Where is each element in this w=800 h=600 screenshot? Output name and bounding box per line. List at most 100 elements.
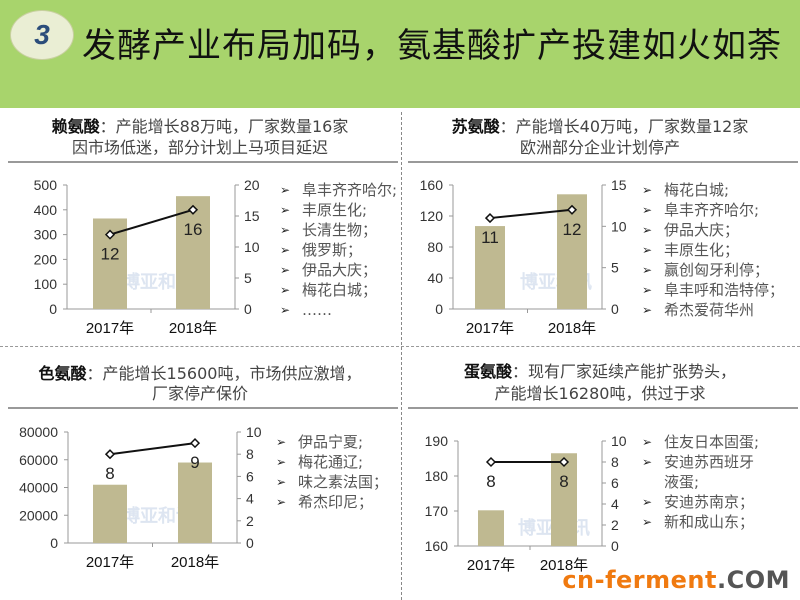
arrow-bullet-icon: ➢ xyxy=(280,283,291,297)
right-tick-label: 10 xyxy=(244,239,260,255)
right-tick-label: 10 xyxy=(246,424,262,440)
company-name: 味之素法国； xyxy=(298,473,389,491)
company-list: ➢ 住友日本固蛋; ➢ 安迪苏西班牙 液蛋; ➢ 安迪苏南京； ➢ 新和成山东； xyxy=(642,432,759,532)
company-name: 伊品大庆； xyxy=(302,261,378,279)
panel-heading-line1: 苏氨酸：产能增长40万吨，厂家数量12家 xyxy=(400,116,800,137)
x-tick-label: 2018年 xyxy=(169,320,217,337)
bar xyxy=(93,484,127,543)
left-tick-label: 180 xyxy=(425,468,449,484)
right-tick-label: 10 xyxy=(611,218,627,234)
panel-heading-line1: 赖氨酸：产能增长88万吨，厂家数量16家 xyxy=(0,116,400,137)
line-marker xyxy=(104,229,116,240)
left-tick-label: 0 xyxy=(435,301,443,317)
company-list-item: ➢ 赢创匈牙利停； xyxy=(642,260,784,280)
panel-lysine: 赖氨酸：产能增长88万吨，厂家数量16家 因市场低迷，部分计划上马项目延迟 ➢ 阜… xyxy=(0,112,400,346)
right-tick-label: 4 xyxy=(246,491,254,507)
slide-title: 发酵产业布局加码，氨基酸扩产投建如火如荼 xyxy=(82,26,782,66)
heading-separator xyxy=(408,161,798,163)
right-tick-label: 10 xyxy=(611,433,627,449)
arrow-bullet-icon: ➢ xyxy=(642,455,653,469)
left-tick-label: 500 xyxy=(34,177,58,193)
company-list-item: ➢ 味之素法国； xyxy=(276,472,388,492)
panel-heading-line2: 欧洲部分企业计划停产 xyxy=(519,138,680,157)
right-tick-label: 6 xyxy=(246,468,254,484)
left-tick-label: 400 xyxy=(34,202,58,218)
data-label: 8 xyxy=(559,472,568,491)
right-tick-label: 2 xyxy=(246,513,254,529)
company-list-item: 液蛋; xyxy=(642,472,759,492)
company-name: 丰原生化; xyxy=(302,201,368,219)
company-name: 俄罗斯； xyxy=(302,241,363,259)
company-name: 长清生物； xyxy=(302,221,378,239)
panel-heading-line2: 产能增长16280吨，供过于求 xyxy=(494,384,706,403)
left-tick-label: 40 xyxy=(427,270,443,286)
left-tick-label: 160 xyxy=(420,177,444,193)
company-list-item: ➢ 伊品大庆； xyxy=(280,260,397,280)
left-tick-label: 160 xyxy=(425,538,449,554)
right-tick-label: 0 xyxy=(611,301,619,317)
section-number-badge: 3 xyxy=(10,10,74,60)
company-list-item: ➢ 梅花通辽; xyxy=(276,452,388,472)
arrow-bullet-icon: ➢ xyxy=(276,475,287,489)
company-name: 阜丰齐齐哈尔; xyxy=(302,181,398,199)
left-tick-label: 20000 xyxy=(19,507,58,523)
panel-methionine: 蛋氨酸：现有厂家延续产能扩张势头， 产能增长16280吨，供过于求 ➢ 住友日本固… xyxy=(400,358,800,592)
company-list: ➢ 梅花白城; ➢ 阜丰齐齐哈尔; ➢ 伊品大庆； ➢ 丰原生化； ➢ 赢创匈牙利停； ➢ 阜丰呼和浩… xyxy=(642,180,784,320)
arrow-bullet-icon: ➢ xyxy=(642,303,653,317)
left-tick-label: 80000 xyxy=(19,424,58,440)
heading-separator xyxy=(8,407,398,409)
company-list-item: ➢ 阜丰呼和浩特停； xyxy=(642,280,784,300)
logo-suffix: .COM xyxy=(716,566,790,594)
company-list-item: ➢ 伊品宁夏; xyxy=(276,432,388,452)
line-series xyxy=(109,208,194,236)
company-name: 液蛋; xyxy=(664,473,700,491)
vertical-divider xyxy=(401,112,402,600)
left-tick-label: 100 xyxy=(34,276,58,292)
right-tick-label: 0 xyxy=(611,538,619,554)
line-marker xyxy=(566,204,578,215)
company-list-item: ➢ …… xyxy=(280,300,397,320)
arrow-bullet-icon: ➢ xyxy=(276,435,287,449)
line-series xyxy=(489,208,573,220)
bar xyxy=(478,510,504,546)
data-label: 11 xyxy=(481,228,499,247)
heading-text: ：现有厂家延续产能扩张势头， xyxy=(512,362,737,381)
heading-text: ：产能增长88万吨，厂家数量16家 xyxy=(99,117,349,136)
left-tick-label: 120 xyxy=(420,208,444,224)
logo-main: cn-ferment xyxy=(562,566,717,594)
arrow-bullet-icon: ➢ xyxy=(280,263,291,277)
company-list-item: ➢ 阜丰齐齐哈尔; xyxy=(642,200,784,220)
company-name: 住友日本固蛋; xyxy=(664,433,760,451)
arrow-bullet-icon: ➢ xyxy=(642,183,653,197)
left-tick-label: 60000 xyxy=(19,452,58,468)
company-list-item: ➢ 丰原生化； xyxy=(642,240,784,260)
company-name: 梅花白城； xyxy=(302,281,378,299)
heading-text: ：产能增长15600吨，市场供应激增， xyxy=(86,364,362,383)
arrow-bullet-icon: ➢ xyxy=(280,223,291,237)
amino-acid-name: 色氨酸 xyxy=(38,364,87,383)
line-marker xyxy=(187,204,199,215)
arrow-bullet-icon: ➢ xyxy=(642,203,653,217)
data-label: 16 xyxy=(184,220,203,239)
panel-heading-line2: 厂家停产保价 xyxy=(151,384,248,403)
right-tick-label: 15 xyxy=(244,208,260,224)
left-tick-label: 40000 xyxy=(19,480,58,496)
arrow-bullet-icon: ➢ xyxy=(276,495,287,509)
x-tick-label: 2018年 xyxy=(548,320,596,337)
right-tick-label: 5 xyxy=(611,260,619,276)
right-tick-label: 8 xyxy=(246,446,254,462)
bar xyxy=(178,462,212,543)
line-marker xyxy=(558,456,570,468)
bar xyxy=(475,226,505,309)
company-list-item: ➢ 新和成山东； xyxy=(642,512,759,532)
amino-acid-name: 蛋氨酸 xyxy=(463,362,512,381)
company-name: 赢创匈牙利停； xyxy=(664,261,770,279)
slide-header: 3 发酵产业布局加码，氨基酸扩产投建如火如荼 xyxy=(0,0,800,108)
panel-tryptophan: 色氨酸：产能增长15600吨，市场供应激增， 厂家停产保价 ➢ 伊品宁夏; ➢ 梅花通… xyxy=(0,358,400,592)
right-tick-label: 15 xyxy=(611,177,627,193)
left-tick-label: 0 xyxy=(50,535,58,551)
company-name: 伊品大庆； xyxy=(664,221,740,239)
company-name: 希杰爱荷华州 xyxy=(664,301,755,319)
panel-heading-line2: 因市场低迷，部分计划上马项目延迟 xyxy=(71,138,328,157)
